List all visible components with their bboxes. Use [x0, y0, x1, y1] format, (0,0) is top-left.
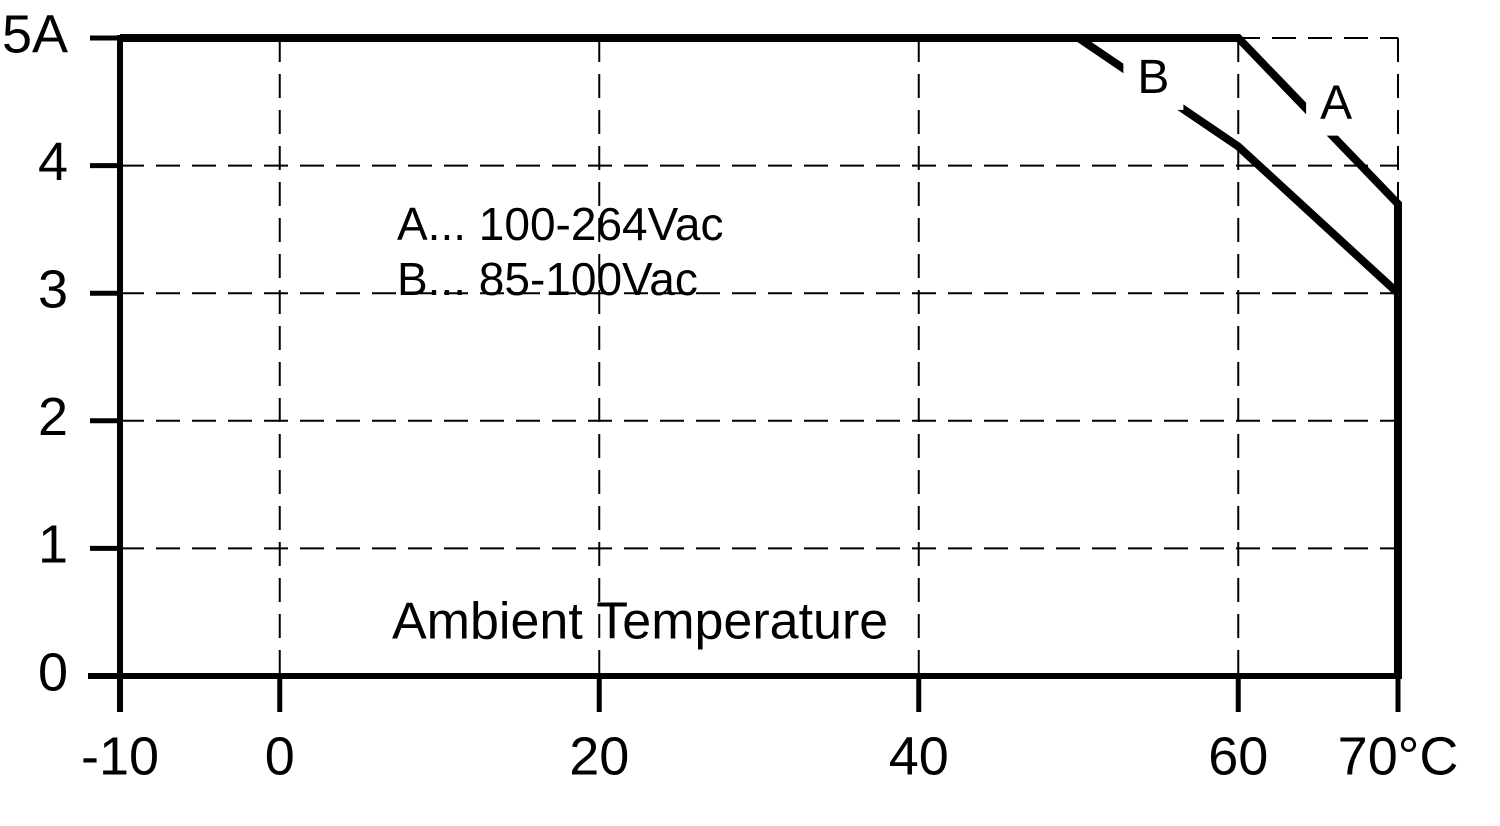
x-tick-label: -10	[81, 726, 159, 786]
y-tick-label: 0	[38, 642, 68, 702]
x-tick-label: 40	[889, 726, 949, 786]
x-axis-label: Ambient Temperature	[392, 593, 888, 651]
y-tick-label: 5A	[2, 4, 68, 64]
y-tick-label: 1	[38, 515, 68, 575]
annotation: A... 100-264Vac	[397, 198, 723, 250]
x-tick-label: 60	[1208, 726, 1268, 786]
y-tick-label: 2	[38, 387, 68, 447]
annotation: B... 85-100Vac	[397, 253, 698, 305]
y-tick-label: 4	[38, 132, 68, 192]
series-label: A	[1320, 77, 1352, 130]
series-label-bg	[1306, 70, 1367, 136]
grid	[120, 37, 1399, 676]
x-tick-label: 20	[569, 726, 629, 786]
x-tick-label: 0	[265, 726, 295, 786]
x-tick-label: 70°C	[1338, 726, 1459, 786]
series-line	[120, 34, 1402, 676]
series-label: B	[1137, 51, 1169, 104]
y-tick-label: 3	[38, 259, 68, 319]
series-label-bg	[1123, 44, 1184, 110]
